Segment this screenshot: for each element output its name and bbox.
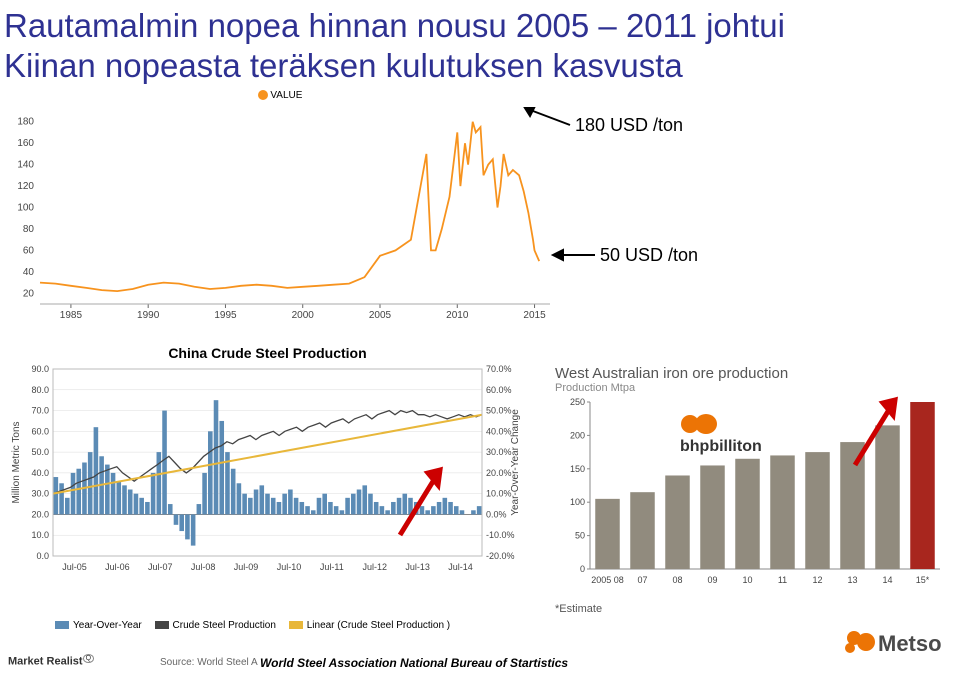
svg-text:140: 140	[17, 160, 34, 171]
wa-iron-ore-chart: West Australian iron ore production Prod…	[555, 365, 950, 640]
svg-text:40: 40	[23, 267, 35, 278]
metso-logo-icon: Metso	[836, 624, 946, 664]
svg-text:40.0%: 40.0%	[486, 426, 512, 436]
svg-text:-10.0%: -10.0%	[486, 530, 515, 540]
svg-text:Jul-10: Jul-10	[277, 562, 302, 572]
svg-text:70.0%: 70.0%	[486, 364, 512, 374]
legend-yoy: Year-Over-Year	[55, 620, 142, 631]
svg-text:08: 08	[672, 575, 682, 585]
svg-text:Jul-08: Jul-08	[191, 562, 216, 572]
svg-text:60.0: 60.0	[31, 426, 49, 436]
svg-text:20.0%: 20.0%	[486, 468, 512, 478]
arrow-red-wa	[845, 385, 915, 475]
svg-text:Jul-09: Jul-09	[234, 562, 259, 572]
svg-text:2000: 2000	[292, 310, 315, 321]
annotation-peak-arrow	[510, 100, 590, 140]
svg-text:100: 100	[17, 203, 34, 214]
svg-text:20.0: 20.0	[31, 509, 49, 519]
annotation-peak-label: 180 USD /ton	[575, 115, 683, 136]
wa-footnote: *Estimate	[555, 603, 950, 615]
svg-text:30.0%: 30.0%	[486, 447, 512, 457]
svg-text:100: 100	[570, 497, 585, 507]
legend-crude: Crude Steel Production	[155, 620, 276, 631]
svg-text:250: 250	[570, 397, 585, 407]
svg-text:1990: 1990	[137, 310, 160, 321]
legend-value: VALUE	[0, 90, 560, 101]
bhp-blobs-icon	[680, 413, 720, 435]
svg-text:Jul-13: Jul-13	[405, 562, 430, 572]
iron-ore-price-chart: VALUE 20 40 60 80 100 120 140 160 180 1985 1990 199…	[0, 90, 560, 330]
legend-trend: Linear (Crude Steel Production )	[289, 620, 450, 631]
svg-text:80: 80	[23, 224, 35, 235]
svg-text:50.0: 50.0	[31, 447, 49, 457]
svg-text:15*: 15*	[916, 575, 930, 585]
svg-text:60: 60	[23, 245, 35, 256]
svg-text:70.0: 70.0	[31, 406, 49, 416]
svg-text:30.0: 30.0	[31, 489, 49, 499]
metso-logo: Metso	[836, 624, 946, 669]
title-line-1: Rautamalmin nopea hinnan nousu 2005 – 20…	[4, 7, 785, 44]
svg-text:80.0: 80.0	[31, 385, 49, 395]
svg-text:14: 14	[882, 575, 892, 585]
svg-text:2005: 2005	[369, 310, 392, 321]
svg-text:50: 50	[575, 531, 585, 541]
svg-text:10.0: 10.0	[31, 530, 49, 540]
svg-text:Jul-05: Jul-05	[62, 562, 87, 572]
source-left: Source: World Steel A	[160, 657, 258, 668]
svg-text:10: 10	[742, 575, 752, 585]
svg-text:Jul-12: Jul-12	[362, 562, 387, 572]
svg-text:0.0%: 0.0%	[486, 509, 507, 519]
svg-text:1985: 1985	[60, 310, 83, 321]
svg-text:1995: 1995	[214, 310, 237, 321]
svg-text:180: 180	[17, 117, 34, 128]
svg-text:90.0: 90.0	[31, 364, 49, 374]
svg-text:40.0: 40.0	[31, 468, 49, 478]
legend-value-text: VALUE	[270, 90, 302, 101]
svg-text:10.0%: 10.0%	[486, 489, 512, 499]
annotation-end-arrow	[545, 243, 605, 268]
china-steel-title: China Crude Steel Production	[5, 345, 530, 361]
svg-text:60.0%: 60.0%	[486, 385, 512, 395]
svg-text:-20.0%: -20.0%	[486, 551, 515, 561]
page-title: Rautamalmin nopea hinnan nousu 2005 – 20…	[0, 0, 960, 85]
svg-text:0: 0	[580, 564, 585, 574]
wa-title: West Australian iron ore production	[555, 365, 950, 382]
svg-text:09: 09	[707, 575, 717, 585]
svg-text:11: 11	[778, 575, 787, 585]
china-legend: Year-Over-Year Crude Steel Production Li…	[55, 620, 460, 633]
svg-text:Million Metric Tons: Million Metric Tons	[11, 421, 22, 503]
svg-text:0.0: 0.0	[36, 551, 49, 561]
svg-text:07: 07	[637, 575, 647, 585]
svg-text:2005 08: 2005 08	[591, 575, 624, 585]
market-realist-logo: Market RealistQ	[8, 655, 94, 668]
svg-text:Jul-14: Jul-14	[448, 562, 473, 572]
svg-text:120: 120	[17, 181, 34, 192]
svg-text:Metso: Metso	[878, 631, 942, 656]
svg-text:Jul-06: Jul-06	[105, 562, 130, 572]
svg-text:Jul-11: Jul-11	[320, 562, 344, 572]
svg-text:50.0%: 50.0%	[486, 406, 512, 416]
china-steel-chart: China Crude Steel Production 0.0 10.0 20.0…	[5, 345, 530, 640]
svg-text:12: 12	[812, 575, 822, 585]
svg-text:160: 160	[17, 138, 34, 149]
svg-text:Year-Over-Year Change: Year-Over-Year Change	[510, 409, 521, 516]
bhp-text: bhpbilliton	[680, 438, 762, 456]
svg-text:Jul-07: Jul-07	[148, 562, 173, 572]
svg-text:150: 150	[570, 464, 585, 474]
svg-text:200: 200	[570, 430, 585, 440]
title-line-2: Kiinan nopeasta teräksen kulutuksen kasv…	[4, 47, 683, 84]
svg-text:2010: 2010	[446, 310, 469, 321]
footer-source: World Steel Association National Bureau …	[260, 656, 568, 670]
arrow-red-china	[390, 455, 460, 545]
svg-text:2015: 2015	[523, 310, 546, 321]
iron-ore-svg: 20 40 60 80 100 120 140 160 180 1985 1990 1995 2000 2…	[0, 101, 560, 329]
annotation-end-label: 50 USD /ton	[600, 245, 698, 266]
svg-text:20: 20	[23, 288, 35, 299]
bhp-logo: bhpbilliton	[680, 413, 762, 456]
svg-text:13: 13	[847, 575, 857, 585]
